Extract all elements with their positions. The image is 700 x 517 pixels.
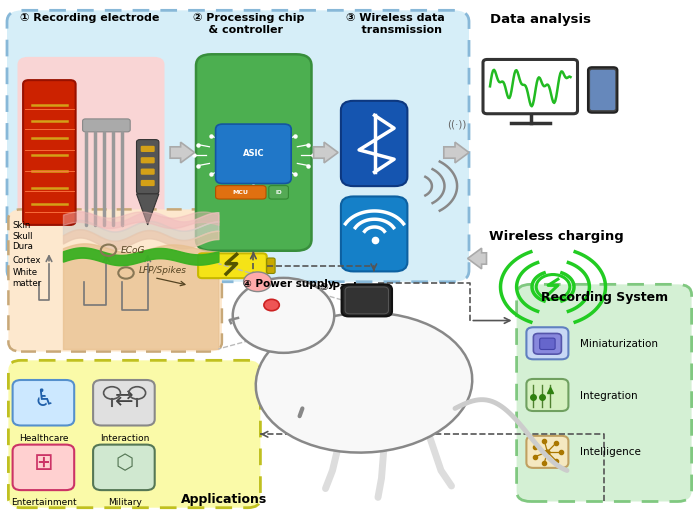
Text: Healthcare: Healthcare [20, 434, 69, 443]
FancyBboxPatch shape [141, 169, 155, 175]
FancyBboxPatch shape [269, 186, 288, 199]
FancyBboxPatch shape [517, 284, 692, 501]
FancyBboxPatch shape [141, 146, 155, 152]
FancyBboxPatch shape [216, 186, 266, 199]
FancyBboxPatch shape [590, 70, 615, 110]
Text: Integration: Integration [580, 390, 637, 401]
Text: LFP/Spikes: LFP/Spikes [139, 266, 187, 275]
Text: Intelligence: Intelligence [580, 447, 641, 458]
Text: ③ Wireless data
    transmission: ③ Wireless data transmission [346, 13, 445, 35]
Text: Skin: Skin [13, 221, 31, 231]
FancyBboxPatch shape [23, 80, 76, 225]
FancyBboxPatch shape [13, 445, 74, 490]
FancyBboxPatch shape [341, 196, 407, 271]
FancyArrow shape [444, 142, 469, 163]
Text: ⊞: ⊞ [34, 451, 54, 475]
Text: Skull: Skull [13, 232, 33, 241]
FancyBboxPatch shape [18, 57, 164, 251]
Ellipse shape [232, 278, 335, 353]
Ellipse shape [244, 272, 272, 292]
Ellipse shape [256, 313, 472, 452]
Text: MCU: MCU [233, 190, 248, 195]
Text: Entertainment: Entertainment [11, 498, 77, 507]
FancyBboxPatch shape [341, 101, 407, 186]
Text: ② Processing chip
    & controller: ② Processing chip & controller [193, 13, 304, 36]
FancyBboxPatch shape [13, 380, 74, 425]
Text: Military: Military [108, 498, 141, 507]
Text: Data analysis: Data analysis [490, 13, 591, 26]
FancyBboxPatch shape [196, 54, 312, 251]
Text: ⑤ Package: ⑤ Package [320, 282, 382, 292]
FancyBboxPatch shape [342, 284, 392, 316]
FancyBboxPatch shape [526, 436, 568, 468]
FancyBboxPatch shape [93, 445, 155, 490]
FancyBboxPatch shape [7, 10, 469, 282]
Text: Interaction: Interaction [100, 434, 149, 443]
FancyBboxPatch shape [345, 287, 389, 314]
FancyBboxPatch shape [216, 124, 291, 184]
FancyBboxPatch shape [533, 333, 561, 354]
FancyBboxPatch shape [588, 67, 617, 113]
FancyBboxPatch shape [83, 119, 130, 132]
FancyArrow shape [314, 142, 338, 163]
FancyBboxPatch shape [526, 379, 568, 411]
Text: ⬡: ⬡ [116, 453, 134, 473]
Text: Dura: Dura [13, 242, 34, 251]
Text: ① Recording electrode: ① Recording electrode [20, 13, 159, 23]
Text: ⇄: ⇄ [116, 389, 134, 409]
Text: ((·)): ((·)) [447, 119, 467, 129]
Text: ♿: ♿ [34, 387, 55, 411]
Text: Miniaturization: Miniaturization [580, 339, 657, 349]
Text: Cortex: Cortex [13, 255, 41, 265]
FancyBboxPatch shape [141, 180, 155, 186]
FancyBboxPatch shape [136, 140, 159, 194]
Text: White
matter: White matter [13, 268, 42, 288]
FancyBboxPatch shape [526, 327, 568, 359]
FancyBboxPatch shape [141, 157, 155, 163]
Text: Recording System: Recording System [540, 291, 668, 303]
Circle shape [264, 299, 279, 311]
FancyBboxPatch shape [267, 258, 275, 273]
Text: Wireless charging: Wireless charging [489, 230, 623, 243]
FancyBboxPatch shape [93, 380, 155, 425]
FancyBboxPatch shape [8, 209, 222, 352]
FancyBboxPatch shape [540, 338, 555, 349]
FancyArrow shape [468, 248, 486, 269]
Text: ECoG: ECoG [121, 246, 146, 255]
FancyBboxPatch shape [483, 59, 578, 114]
Text: IO: IO [275, 190, 282, 195]
FancyBboxPatch shape [198, 253, 267, 278]
Text: Applications: Applications [181, 493, 267, 506]
Polygon shape [136, 194, 159, 225]
FancyArrow shape [170, 142, 195, 163]
Text: ASIC: ASIC [243, 149, 264, 158]
FancyBboxPatch shape [8, 360, 260, 508]
Text: ④ Power supply: ④ Power supply [243, 279, 335, 289]
